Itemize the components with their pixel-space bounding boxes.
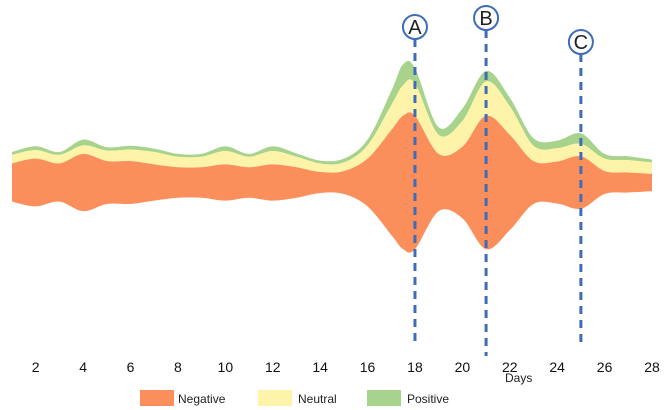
- legend-label-neutral: Neutral: [298, 392, 337, 406]
- x-tick-label: 28: [644, 359, 660, 375]
- x-tick-label: 6: [127, 359, 135, 375]
- stream-layer: [12, 60, 652, 253]
- legend-swatch-positive: [367, 390, 401, 406]
- legend-swatch-negative: [140, 390, 174, 406]
- x-axis-ticks: 2 4 6 8 10 12 14 16 18 20 22 24 26 28: [32, 359, 660, 375]
- negative-area: [12, 112, 652, 253]
- x-tick-label: 14: [312, 359, 328, 375]
- annotation-circle-c: [567, 29, 594, 55]
- x-tick-label: 20: [455, 359, 471, 375]
- x-tick-label: 4: [79, 359, 87, 375]
- annotation-layer: A B C: [401, 5, 594, 356]
- annotation-label-a: A: [408, 17, 422, 39]
- x-tick-label: 18: [407, 359, 423, 375]
- legend: Negative Neutral Positive: [140, 390, 449, 406]
- annotation-label-c: C: [574, 32, 588, 54]
- x-tick-label: 24: [549, 359, 565, 375]
- x-axis-label: Days: [505, 371, 532, 385]
- x-tick-label: 8: [174, 359, 182, 375]
- x-tick-label: 10: [218, 359, 234, 375]
- x-tick-label: 26: [597, 359, 613, 375]
- legend-label-negative: Negative: [178, 392, 226, 406]
- annotation-circle-a: [401, 14, 428, 40]
- x-tick-label: 22: [502, 359, 518, 375]
- annotation-label-b: B: [479, 8, 492, 30]
- x-tick-label: 12: [265, 359, 281, 375]
- x-tick-label: 16: [360, 359, 376, 375]
- neutral-area: [12, 79, 652, 174]
- x-tick-label: 2: [32, 359, 40, 375]
- legend-label-positive: Positive: [407, 392, 449, 406]
- legend-swatch-neutral: [258, 390, 292, 406]
- annotation-circle-b: [473, 5, 500, 31]
